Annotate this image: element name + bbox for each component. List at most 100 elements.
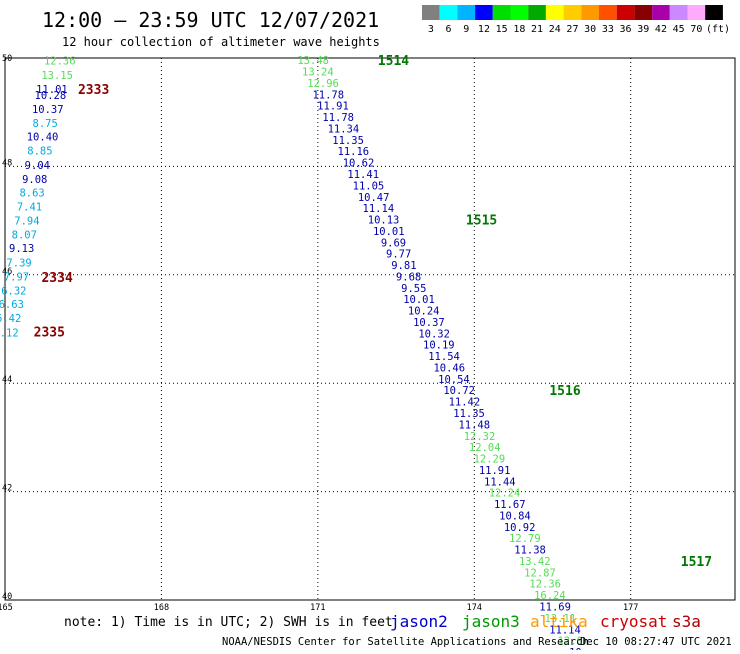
colorbar-label: 6: [446, 24, 452, 35]
swh-data-label: 16.24: [534, 590, 566, 602]
swh-data-label: 10.01: [373, 226, 405, 238]
colorbar-label: 21: [531, 24, 543, 35]
swh-data-label: 11.01: [36, 84, 68, 96]
swh-data-label: 11.67: [494, 499, 526, 511]
pass-number-label: 2334: [41, 271, 72, 286]
swh-data-label: 10.01: [403, 294, 435, 306]
y-tick-label: 48: [2, 158, 12, 168]
x-tick-label: 168: [154, 603, 169, 613]
swh-data-label: 11.44: [484, 476, 516, 488]
swh-data-label: 10.24: [408, 306, 440, 318]
chart-title: 12:00 — 23:59 UTC 12/07/2021: [42, 8, 379, 32]
swh-data-label: 13.15: [41, 70, 73, 82]
swh-data-label: 11.05: [353, 180, 385, 192]
colorbar-swatch: [492, 5, 511, 20]
swh-data-label: 10.84: [499, 510, 531, 522]
pass-number-label: 1515: [466, 214, 497, 229]
colorbar-label: 18: [513, 24, 525, 35]
swh-data-label: 13.24: [302, 67, 334, 79]
colorbar-label: 15: [496, 24, 508, 35]
swh-data-label: 12.32: [464, 431, 496, 443]
pass-number-label: 1517: [681, 555, 712, 570]
colorbar-label: 27: [566, 24, 578, 35]
colorbar-swatch: [687, 5, 706, 20]
swh-data-label: 6.32: [1, 286, 26, 298]
colorbar-swatch: [616, 5, 635, 20]
mission-legend-entry: jason2: [390, 612, 448, 631]
colorbar-swatch: [705, 5, 723, 20]
swh-data-label: 7.39: [6, 257, 31, 269]
swh-data-label: 12.04: [469, 442, 501, 454]
swh-data-label: 11.78: [322, 112, 354, 124]
colorbar-label: (ft): [706, 24, 730, 35]
swh-data-label: 10.92: [504, 522, 536, 534]
mission-legend-entry: s3a: [672, 612, 701, 631]
swh-data-label: 11.54: [428, 351, 460, 363]
footer-credit: NOAA/NESDIS Center for Satellite Applica…: [222, 636, 589, 648]
swh-data-label: 10.13: [368, 215, 400, 227]
colorbar-label: 70: [690, 24, 702, 35]
mission-legend-entry: cryosat: [600, 612, 667, 631]
colorbar-swatch: [599, 5, 617, 20]
colorbar-swatch: [510, 5, 529, 20]
colorbar-swatch: [528, 5, 546, 20]
swh-data-label: 12.36: [529, 579, 561, 591]
swh-data-label: 13.11: [545, 613, 577, 625]
swh-data-label: 12.79: [509, 533, 541, 545]
swh-data-label: 11.14: [363, 203, 395, 215]
swh-data-label: 11.78: [312, 89, 344, 101]
colorbar-swatch: [652, 5, 670, 20]
footer-note: note: 1) Time is in UTC; 2) SWH is in fe…: [64, 615, 393, 630]
colorbar-swatch: [422, 5, 440, 20]
swh-data-label: 11.14: [549, 624, 581, 636]
swh-data-label: 12.29: [474, 454, 506, 466]
colorbar-swatch: [545, 5, 564, 20]
colorbar-label: 33: [602, 24, 614, 35]
mission-legend-entry: altika: [530, 612, 588, 631]
swh-data-label: 10.28: [35, 90, 67, 102]
pass-annotations: 2333 2334 2335 1514 1515 1516 1517: [34, 54, 712, 570]
swh-data-label: 11.35: [332, 135, 364, 147]
x-tick-label: 165: [0, 603, 13, 613]
swh-data-label: 7.94: [14, 216, 39, 228]
swh-data-label: 10.46: [433, 362, 465, 374]
swh-data-label: 9.77: [386, 249, 411, 261]
mission-legend-entry: jason3: [462, 612, 520, 631]
y-tick-label: 46: [2, 267, 12, 277]
pass-number-label: 1516: [549, 384, 580, 399]
colorbar-label: 24: [549, 24, 561, 35]
swh-data-label: 10.72: [443, 385, 475, 397]
swh-data-label: 9.68: [396, 271, 421, 283]
swh-data-label: 9.13: [9, 243, 34, 255]
swh-data-label: 10.19: [423, 340, 455, 352]
swh-data-label: 8.07: [12, 230, 37, 242]
chart-subtitle: 12 hour collection of altimeter wave hei…: [62, 35, 380, 49]
colorbar-swatch: [475, 5, 493, 20]
swh-data-label: 9.08: [22, 174, 47, 186]
colorbar-label: 12: [478, 24, 490, 35]
swh-data-label: 6.12: [0, 327, 19, 339]
colorbar-swatch: [669, 5, 688, 20]
swh-data-label: 9.69: [381, 237, 406, 249]
swh-data-label: 12.36: [44, 56, 76, 68]
colorbar-label: 3: [428, 24, 434, 35]
colorbar-label: 30: [584, 24, 596, 35]
swh-data-label: 10.62: [343, 158, 375, 170]
swh-data-label: 9.81: [391, 260, 416, 272]
plot-area: 165 168 171 174 177 40 42 44 46 48 50 12.36 13.15 11…: [0, 54, 736, 654]
swh-data-label: 12.87: [524, 567, 556, 579]
swh-data-label: 7.97: [4, 271, 29, 283]
y-tick-label: 42: [2, 484, 12, 494]
swh-data-label: 11.38: [514, 545, 546, 557]
swh-data-label: 11.41: [347, 169, 379, 181]
colorbar-label: 36: [620, 24, 632, 35]
swh-data-label: 11.48: [458, 419, 490, 431]
colorbar-swatch: [634, 5, 653, 20]
x-tick-label: 174: [467, 603, 482, 613]
x-tick-label: 177: [623, 603, 638, 613]
swh-data-label: 12.96: [307, 78, 339, 90]
footer-timestamp: Dec 10 08:27:47 UTC 2021: [580, 636, 732, 648]
